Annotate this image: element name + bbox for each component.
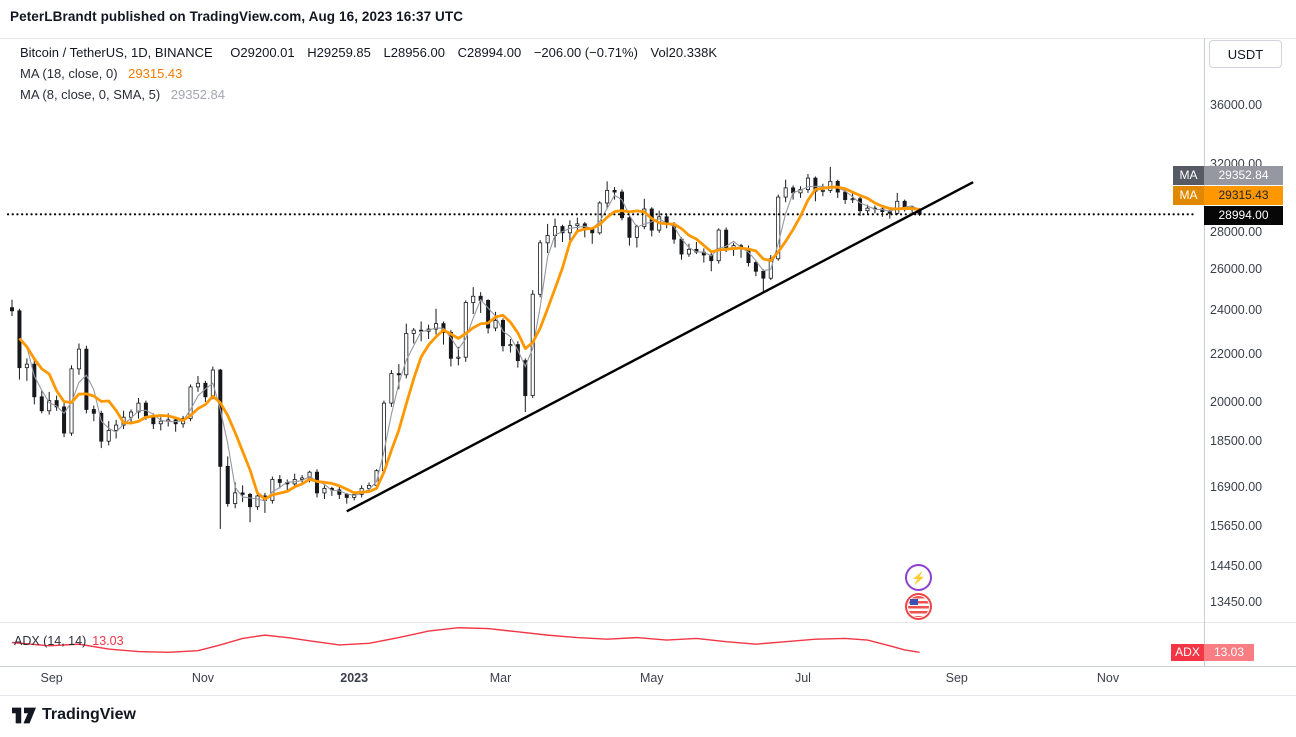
adx-badge-tag: ADX — [1171, 644, 1204, 661]
ma18-value: 29315.43 — [128, 66, 183, 81]
price-change: −206.00 (−0.71%) — [533, 45, 638, 60]
tradingview-logo[interactable]: TradingView — [12, 706, 136, 724]
ohlc-low: L28956.00 — [383, 45, 445, 60]
ma18-badge-value: 29315.43 — [1204, 186, 1283, 205]
ma8-badge-tag: MA — [1173, 166, 1204, 185]
tradingview-logo-icon — [12, 707, 36, 723]
legend-ma8-row[interactable]: MA (8, close, 0, SMA, 5) 29352.84 — [20, 84, 717, 105]
flag-canton-icon — [910, 599, 918, 605]
adx-value-badge: ADX 13.03 — [1171, 644, 1254, 661]
legend-symbol-row[interactable]: Bitcoin / TetherUS, 1D, BINANCE O29200.0… — [20, 42, 717, 63]
economic-event-icon[interactable]: ⚡ — [905, 564, 932, 591]
tradingview-logo-text: TradingView — [42, 706, 136, 723]
ma8-label: MA (8, close, 0, SMA, 5) — [20, 87, 161, 102]
adx-title-text: ADX (14, 14) — [14, 634, 87, 648]
publish-header: PeterLBrandt published on TradingView.co… — [10, 9, 464, 24]
ohlc-open: O29200.01 — [230, 45, 295, 60]
legend-ma18-row[interactable]: MA (18, close, 0) 29315.43 — [20, 63, 717, 84]
lightning-icon: ⚡ — [911, 570, 926, 585]
ma8-badge-value: 29352.84 — [1204, 166, 1283, 185]
adx-current-value: 13.03 — [92, 634, 124, 648]
adx-badge-value: 13.03 — [1204, 644, 1254, 661]
last-price-value: 28994.00 — [1204, 206, 1283, 225]
us-holiday-event-icon[interactable] — [905, 593, 932, 620]
adx-indicator-label[interactable]: ADX (14, 14) 13.03 — [14, 634, 124, 648]
ohlc-close: C28994.00 — [457, 45, 522, 60]
currency-toggle-button[interactable]: USDT — [1209, 40, 1282, 68]
ma8-price-badge: MA 29352.84 — [1173, 166, 1283, 185]
ohlc-high: H29259.85 — [307, 45, 371, 60]
legend: Bitcoin / TetherUS, 1D, BINANCE O29200.0… — [20, 42, 717, 105]
ma18-badge-tag: MA — [1173, 186, 1204, 205]
ma18-price-badge: MA 29315.43 — [1173, 186, 1283, 205]
volume-value: Vol20.338K — [650, 45, 718, 60]
symbol-title[interactable]: Bitcoin / TetherUS, 1D, BINANCE — [20, 45, 213, 60]
ma18-label: MA (18, close, 0) — [20, 66, 118, 81]
last-price-badge: 28994.00 — [1204, 206, 1283, 225]
ma8-value: 29352.84 — [170, 87, 226, 102]
